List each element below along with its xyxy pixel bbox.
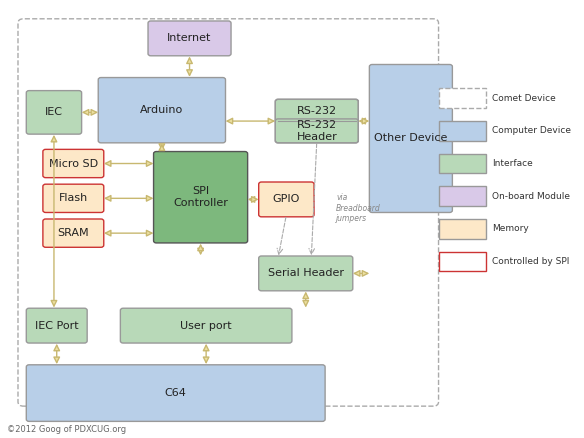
FancyBboxPatch shape	[43, 149, 104, 178]
FancyBboxPatch shape	[369, 64, 453, 212]
FancyBboxPatch shape	[26, 91, 82, 134]
Text: via
Breadboard
jumpers: via Breadboard jumpers	[336, 193, 381, 223]
FancyBboxPatch shape	[26, 365, 325, 421]
Text: Controlled by SPI: Controlled by SPI	[492, 257, 569, 266]
Text: Micro SD: Micro SD	[48, 159, 98, 169]
Text: Computer Device: Computer Device	[492, 127, 571, 135]
FancyBboxPatch shape	[439, 219, 485, 239]
FancyBboxPatch shape	[259, 182, 314, 217]
Text: Interface: Interface	[492, 159, 533, 168]
FancyBboxPatch shape	[43, 219, 104, 247]
Text: On-board Module: On-board Module	[492, 192, 570, 201]
Text: RS-232: RS-232	[297, 106, 337, 116]
Text: Arduino: Arduino	[140, 105, 183, 115]
FancyBboxPatch shape	[120, 308, 292, 343]
FancyBboxPatch shape	[259, 256, 353, 291]
FancyBboxPatch shape	[148, 21, 231, 56]
Text: SRAM: SRAM	[57, 228, 89, 238]
Text: C64: C64	[165, 388, 187, 398]
FancyBboxPatch shape	[439, 154, 485, 173]
Text: IEC Port: IEC Port	[35, 321, 78, 331]
Text: SPI
Controller: SPI Controller	[173, 187, 228, 208]
Text: Internet: Internet	[168, 33, 212, 43]
FancyBboxPatch shape	[275, 119, 359, 143]
Text: Comet Device: Comet Device	[492, 94, 556, 103]
Text: Flash: Flash	[59, 193, 88, 203]
Text: ©2012 Goog of PDXCUG.org: ©2012 Goog of PDXCUG.org	[7, 425, 126, 434]
FancyBboxPatch shape	[154, 152, 248, 243]
Text: IEC: IEC	[45, 107, 63, 117]
Text: Serial Header: Serial Header	[267, 268, 344, 279]
FancyBboxPatch shape	[439, 252, 485, 271]
Text: Memory: Memory	[492, 224, 529, 233]
FancyBboxPatch shape	[43, 184, 104, 212]
Text: GPIO: GPIO	[273, 194, 300, 205]
Text: Other Device: Other Device	[374, 134, 447, 144]
Text: RS-232
Header: RS-232 Header	[297, 120, 337, 141]
FancyBboxPatch shape	[98, 78, 225, 143]
FancyBboxPatch shape	[439, 88, 485, 108]
FancyBboxPatch shape	[26, 308, 87, 343]
FancyBboxPatch shape	[439, 121, 485, 141]
Text: User port: User port	[180, 321, 232, 331]
FancyBboxPatch shape	[275, 99, 359, 123]
FancyBboxPatch shape	[439, 186, 485, 206]
